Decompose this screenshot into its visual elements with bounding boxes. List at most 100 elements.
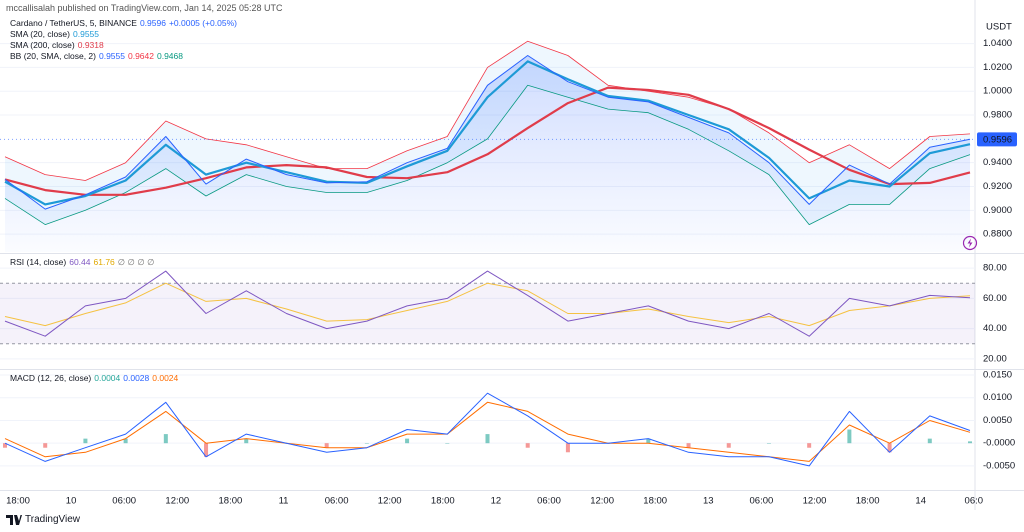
x-tick-label: 06:00: [750, 496, 774, 507]
x-tick-label: 12:00: [803, 496, 827, 507]
legend-name: MACD (12, 26, close): [10, 373, 92, 383]
x-tick-label: 18:00: [431, 496, 455, 507]
legend-value: 0.9555: [98, 51, 125, 61]
histogram-bar: [968, 441, 972, 444]
histogram-bar: [244, 438, 249, 444]
series-line: [4, 401, 971, 462]
legend-value: 0.9318: [77, 40, 104, 50]
legend-value: 0.9468: [156, 51, 183, 61]
legend-value: 60.44: [69, 257, 91, 267]
last-price-label: 0.9596: [983, 134, 1012, 145]
legend-row: SMA (20, close) 0.9555: [10, 29, 240, 40]
histogram-bar: [565, 443, 570, 453]
y-tick-label: -0.0000: [983, 438, 1015, 449]
series-line: [4, 60, 971, 206]
y-tick-label: -0.0050: [983, 460, 1015, 471]
series-line: [4, 392, 971, 467]
legend-value: 0.9642: [127, 51, 154, 61]
y-tick-label: 1.0400: [983, 38, 1012, 49]
x-tick-label: 06:0: [965, 496, 984, 507]
bb-upper-line: [4, 40, 971, 181]
legend-value: 0.9555: [73, 29, 99, 39]
series-line: [4, 282, 971, 327]
x-tick-label: 18:00: [219, 496, 243, 507]
y-tick-label: 0.9800: [983, 110, 1012, 121]
histogram-bar: [887, 443, 892, 453]
y-tick-label: 20.00: [983, 353, 1007, 364]
y-tick-label: 1.0200: [983, 62, 1012, 73]
x-tick-label: 12:00: [590, 496, 614, 507]
legend-macd: MACD (12, 26, close) 0.0004 0.0028 0.0024: [10, 373, 181, 384]
y-tick-label: 1.0000: [983, 86, 1012, 97]
histogram-bar: [485, 434, 490, 444]
histogram-bar: [3, 443, 7, 448]
legend-main: Cardano / TetherUS, 5, BINANCE 0.9596 +0.0…: [10, 18, 240, 62]
x-tick-label: 12:00: [378, 496, 402, 507]
y-tick-label: 60.00: [983, 293, 1007, 304]
histogram-bar: [163, 434, 168, 444]
x-tick-label: 13: [703, 496, 714, 507]
legend-name: RSI (14, close): [10, 257, 67, 267]
legend-value: 0.0028: [123, 373, 150, 383]
histogram-bar: [43, 443, 48, 448]
histogram-bar: [405, 438, 410, 444]
x-tick-label: 11: [279, 496, 289, 507]
y-tick-label: 0.9400: [983, 157, 1012, 168]
legend-value: 0.0024: [152, 373, 179, 383]
last-price-box: [977, 132, 1017, 147]
histogram-bar: [726, 443, 731, 448]
histogram-bar: [847, 429, 852, 444]
y-tick-label: 0.9200: [983, 181, 1012, 192]
legend-row: BB (20, SMA, close, 2) 0.9555 0.9642 0.9468: [10, 51, 240, 62]
x-tick-label: 06:00: [537, 496, 561, 507]
histogram-bar: [364, 443, 369, 444]
y-tick-label: 40.00: [983, 323, 1007, 334]
x-tick-label: 12:00: [165, 496, 189, 507]
unit-label: USDT: [986, 22, 1012, 33]
y-tick-label: 0.0100: [983, 392, 1012, 403]
y-tick-label: 0.9000: [983, 205, 1012, 216]
histogram-bar: [123, 438, 128, 444]
x-tick-label: 18:00: [856, 496, 880, 507]
brand-logo: [6, 514, 22, 525]
histogram-bar: [445, 443, 450, 444]
histogram-bar: [927, 438, 932, 444]
histogram-bar: [83, 438, 88, 444]
histogram-bar: [766, 443, 771, 444]
histogram-bar: [646, 438, 651, 444]
legend-name: SMA (20, close): [10, 29, 70, 39]
x-tick-label: 14: [915, 496, 926, 507]
x-tick-label: 10: [66, 496, 77, 507]
legend-name: SMA (200, close): [10, 40, 75, 50]
legend-name: BB (20, SMA, close, 2): [10, 51, 96, 61]
histogram-bar: [204, 443, 209, 457]
histogram-bar: [807, 443, 812, 448]
brand: TradingView: [25, 514, 81, 525]
legend-value: 0.0004: [94, 373, 121, 383]
histogram-bar: [686, 443, 691, 448]
legend-row: Cardano / TetherUS, 5, BINANCE 0.9596 +0.0…: [10, 18, 240, 29]
series-line: [4, 55, 971, 210]
legend-name: Cardano / TetherUS, 5, BINANCE: [10, 18, 137, 28]
x-tick-label: 18:00: [643, 496, 667, 507]
y-tick-label: 0.0050: [983, 415, 1012, 426]
legend-value: 61.76: [93, 257, 115, 267]
series-line: [4, 86, 971, 196]
y-tick-label: 0.8800: [983, 229, 1012, 240]
histogram-bar: [525, 443, 530, 448]
footer: TradingView: [6, 514, 80, 525]
histogram-bar: [324, 443, 329, 448]
x-tick-label: 06:00: [112, 496, 136, 507]
bb-lower-line: [4, 84, 971, 225]
x-tick-label: 18:00: [6, 496, 30, 507]
y-tick-label: 0.0150: [983, 370, 1012, 381]
legend-row: SMA (200, close) 0.9318: [10, 40, 240, 51]
x-tick-label: 12: [491, 496, 502, 507]
legend-value: 0.9596: [139, 18, 166, 28]
x-tick-label: 06:00: [325, 496, 349, 507]
legend-rsi: RSI (14, close) 60.44 61.76 ∅ ∅ ∅ ∅: [10, 257, 157, 268]
legend-change: +0.0005 (+0.05%): [168, 18, 237, 28]
y-tick-label: 80.00: [983, 263, 1007, 274]
